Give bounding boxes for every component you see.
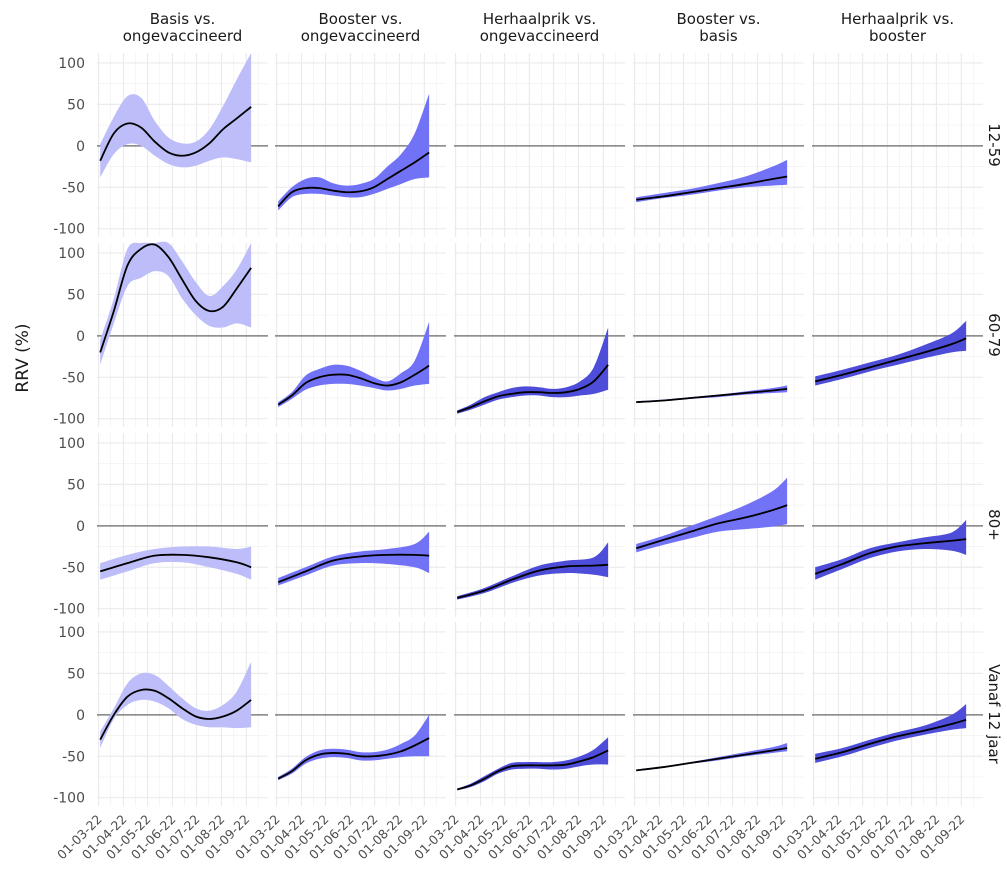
- confidence-band: [636, 159, 788, 203]
- panel: [275, 53, 446, 237]
- row-strip-title: 80+: [985, 509, 1003, 541]
- y-tick-label: 0: [76, 139, 85, 155]
- row-strip-title: Vanaf 12 jaar: [985, 664, 1003, 764]
- facet-strips: Basis vs. ongevaccineerd Booster vs. ongeva…: [123, 10, 1003, 765]
- confidence-band: [278, 531, 430, 586]
- panel: [275, 622, 446, 806]
- panel: [97, 622, 268, 806]
- column-strip-title: Basis vs. ongevaccineerd: [123, 10, 243, 45]
- panel: [97, 53, 268, 237]
- series-line: [99, 106, 252, 162]
- panel: [275, 243, 446, 427]
- series-line: [636, 387, 788, 404]
- column-strip-title: Booster vs. ongevaccineerd: [301, 10, 421, 45]
- confidence-band: [457, 327, 609, 414]
- y-tick-label: -100: [53, 412, 85, 428]
- confidence-band: [278, 93, 430, 211]
- panel: [812, 243, 983, 427]
- y-axis-label: RRV (%): [13, 323, 33, 392]
- y-tick-label: 50: [67, 97, 85, 113]
- confidence-band: [278, 321, 430, 408]
- x-axis: 01-03-2201-04-2201-05-2201-06-2201-07-22…: [54, 812, 967, 863]
- panel: [97, 241, 268, 427]
- series-line: [636, 175, 788, 201]
- series-line: [456, 749, 609, 791]
- series-line: [456, 364, 609, 413]
- series-line: [814, 337, 967, 383]
- column-strip-title: Herhaalprik vs. ongevaccineerd: [480, 10, 600, 45]
- series-line: [99, 243, 252, 353]
- confidence-band: [100, 661, 252, 748]
- confidence-band: [100, 53, 252, 178]
- series-line: [814, 538, 967, 575]
- series-line: [635, 504, 788, 550]
- series-line: [636, 747, 788, 772]
- y-tick-label: 50: [67, 287, 85, 303]
- y-tick-label: 100: [58, 625, 85, 641]
- panel: [633, 243, 804, 427]
- row-strip-title: 60-79: [985, 313, 1003, 357]
- panel: [812, 433, 983, 617]
- confidence-band: [278, 714, 430, 781]
- y-tick-label: 0: [76, 519, 85, 535]
- series-line: [456, 563, 609, 599]
- y-axis: 100 50 0 -50 -100 100 50 0 -50 -100 100 50 0 -50 -100 1…: [53, 56, 85, 807]
- panels-layer: [97, 53, 983, 806]
- y-tick-label: -50: [62, 370, 85, 386]
- series-line: [814, 718, 967, 760]
- panel: [97, 433, 268, 617]
- panel: [633, 433, 804, 617]
- panel: [812, 622, 983, 806]
- y-tick-label: -50: [62, 749, 85, 765]
- column-strip-title: Herhaalprik vs. booster: [841, 10, 954, 45]
- series-line: [99, 688, 252, 741]
- y-tick-label: -50: [62, 560, 85, 576]
- panel: [633, 53, 804, 237]
- column-strip-title: Booster vs. basis: [677, 10, 761, 45]
- confidence-band: [457, 737, 609, 791]
- confidence-band: [100, 546, 252, 580]
- series-line: [277, 737, 430, 780]
- confidence-band: [636, 477, 788, 553]
- panel: [454, 53, 625, 237]
- y-tick-label: 0: [76, 329, 85, 345]
- y-tick-label: 100: [58, 56, 85, 72]
- y-tick-label: 100: [58, 436, 85, 452]
- confidence-band: [100, 241, 252, 365]
- y-tick-label: 100: [58, 246, 85, 262]
- panel: [454, 243, 625, 427]
- series-line: [277, 151, 430, 207]
- y-tick-label: 50: [67, 477, 85, 493]
- y-tick-label: 50: [67, 666, 85, 682]
- row-strip-title: 12-59: [985, 123, 1003, 167]
- series-line: [277, 553, 430, 584]
- confidence-band: [457, 542, 609, 600]
- y-tick-label: 0: [76, 708, 85, 724]
- series-line: [99, 553, 252, 573]
- confidence-band: [815, 320, 967, 386]
- panel: [275, 433, 446, 617]
- series-line: [277, 364, 430, 406]
- y-tick-label: -100: [53, 222, 85, 238]
- panel: [633, 622, 804, 806]
- y-tick-label: -100: [53, 602, 85, 618]
- panel: [454, 622, 625, 806]
- y-tick-label: -50: [62, 180, 85, 196]
- y-tick-label: -100: [53, 791, 85, 807]
- confidence-band: [815, 520, 967, 580]
- panel: [812, 53, 983, 237]
- panel: [454, 433, 625, 617]
